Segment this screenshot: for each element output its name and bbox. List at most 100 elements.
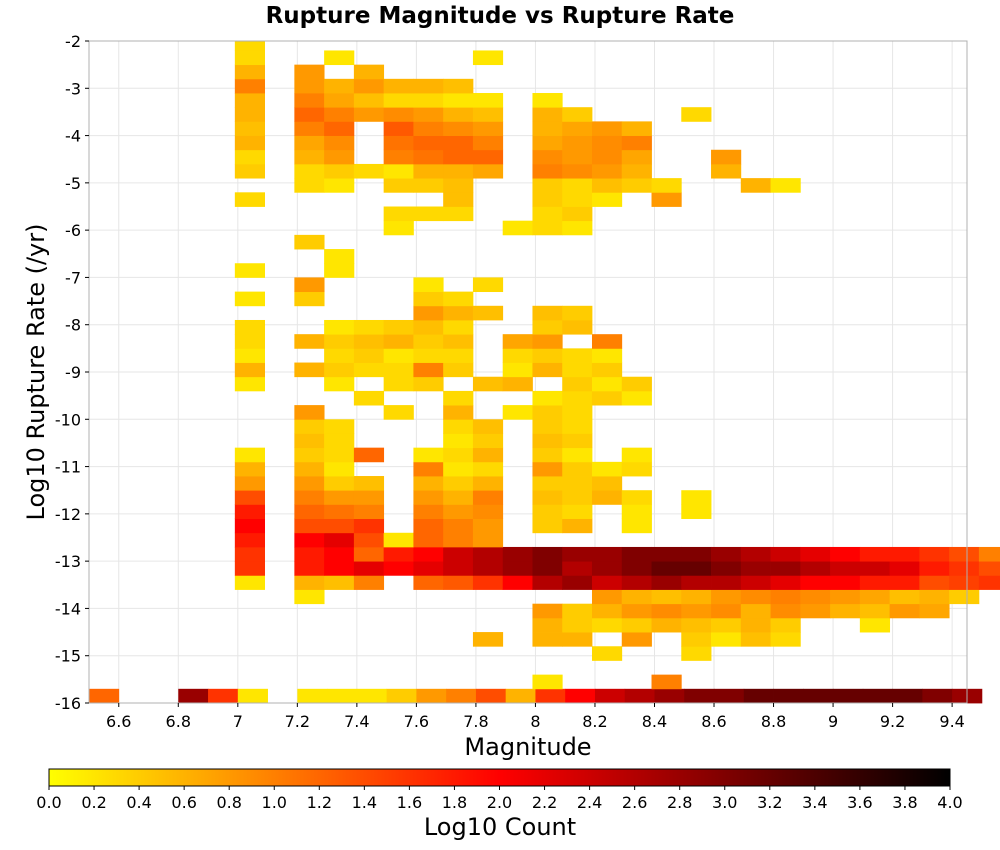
heatmap-cell <box>681 632 712 647</box>
heatmap-cell <box>621 575 652 590</box>
heatmap-cell <box>833 688 864 704</box>
heatmap-cell <box>743 688 774 704</box>
heatmap-cell <box>562 107 593 122</box>
heatmap-cell <box>472 518 504 534</box>
heatmap-cell <box>237 688 268 704</box>
heatmap-cell <box>294 518 325 534</box>
heatmap-cell <box>621 178 652 193</box>
heatmap-cell <box>472 93 504 108</box>
heatmap-cell <box>413 121 444 136</box>
heatmap-cell <box>413 93 444 108</box>
heatmap-cell <box>770 617 801 633</box>
heatmap-cell <box>234 319 265 335</box>
heatmap-cell <box>294 362 325 378</box>
colorbar-tick-label: 0.0 <box>36 793 61 812</box>
heatmap-cell <box>294 532 325 548</box>
heatmap-cell <box>711 546 742 562</box>
heatmap-cell <box>562 319 593 335</box>
heatmap-cell <box>562 178 593 193</box>
heatmap-cell <box>830 589 861 605</box>
heatmap-cell <box>443 390 474 406</box>
heatmap-cell <box>383 546 414 562</box>
heatmap-cell <box>234 447 265 463</box>
heatmap-cell <box>532 305 563 321</box>
heatmap-cell <box>443 433 474 449</box>
heatmap-cell <box>294 447 325 463</box>
heatmap-cell <box>562 603 593 619</box>
heatmap-cell <box>711 561 742 576</box>
heatmap-cell <box>889 575 920 590</box>
heatmap-cell <box>413 305 444 321</box>
heatmap-cell <box>562 433 593 449</box>
heatmap-cell <box>324 163 355 179</box>
heatmap-cell <box>443 149 474 165</box>
heatmap-cell <box>591 617 623 633</box>
heatmap-cell <box>413 461 444 477</box>
heatmap-cell <box>591 490 623 505</box>
heatmap-cell <box>234 192 265 207</box>
heatmap-cell <box>770 575 801 590</box>
heatmap-cell <box>234 163 265 179</box>
heatmap-cell <box>770 603 801 619</box>
heatmap-cell <box>413 206 444 222</box>
heatmap-cell <box>532 192 563 207</box>
heatmap-cell <box>324 178 355 193</box>
heatmap-cell <box>413 163 444 179</box>
heatmap-cell <box>800 575 831 590</box>
heatmap-cell <box>472 121 504 136</box>
heatmap-cell <box>443 476 474 491</box>
heatmap-cell <box>919 575 950 590</box>
y-tick-label: -12 <box>55 505 81 524</box>
heatmap-cell <box>800 589 831 605</box>
heatmap-cell <box>353 348 385 363</box>
heatmap-cell <box>383 206 414 222</box>
heatmap-cell <box>324 518 355 534</box>
heatmap-cell <box>383 93 414 108</box>
heatmap-cell <box>443 121 474 136</box>
heatmap-cell <box>711 632 742 647</box>
heatmap-cell <box>234 561 265 576</box>
colorbar-tick-label: 1.6 <box>397 793 422 812</box>
y-tick-label: -5 <box>65 174 81 193</box>
heatmap-cell <box>621 121 652 136</box>
colorbar-ticks: 0.0 0.2 0.4 0.6 0.8 1.0 1.2 1.4 1.6 1.8 2.0 2.2 2.4 2… <box>36 786 963 812</box>
heatmap-cell <box>651 617 682 633</box>
x-tick-label: 6.8 <box>166 712 191 731</box>
heatmap-cell <box>800 546 831 562</box>
heatmap-cell <box>562 405 593 420</box>
colorbar-tick-label: 2.0 <box>487 793 512 812</box>
y-tick-label: -10 <box>55 410 81 429</box>
heatmap-cell <box>621 504 652 519</box>
heatmap-cell <box>472 504 504 519</box>
heatmap-cell <box>472 447 504 463</box>
heatmap-cell <box>859 603 891 619</box>
heatmap-cell <box>740 589 771 605</box>
heatmap-cell <box>621 149 652 165</box>
chart-title: Rupture Magnitude vs Rupture Rate <box>266 3 735 29</box>
heatmap-cell <box>324 93 355 108</box>
heatmap-cell <box>413 376 444 392</box>
heatmap-cell <box>353 362 385 378</box>
heatmap-cell <box>502 405 533 420</box>
heatmap-cell <box>532 617 563 633</box>
heatmap-cell <box>234 41 265 51</box>
heatmap-cell <box>294 107 325 122</box>
heatmap-cell <box>472 546 504 562</box>
heatmap-cell <box>740 546 771 562</box>
heatmap-cell <box>443 490 474 505</box>
heatmap-cell <box>294 561 325 576</box>
heatmap-cell <box>324 348 355 363</box>
heatmap-cell <box>294 405 325 420</box>
x-tick-label: 7.8 <box>463 712 488 731</box>
heatmap-cell <box>294 277 325 293</box>
heatmap-cell <box>502 348 533 363</box>
x-tick-label: 7.6 <box>404 712 429 731</box>
heatmap-cell <box>591 163 623 179</box>
heatmap-cell <box>353 546 385 562</box>
heatmap-cell <box>770 589 801 605</box>
heatmap-cell <box>234 93 265 108</box>
x-tick-label: 8.6 <box>701 712 726 731</box>
heatmap-cell <box>532 575 563 590</box>
x-tick-label: 8.2 <box>582 712 607 731</box>
heatmap-cell <box>859 561 891 576</box>
